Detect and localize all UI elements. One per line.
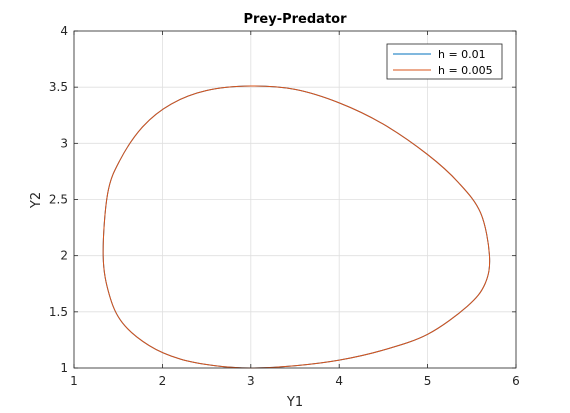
y-tick-label: 4 (60, 24, 68, 38)
y-tick-label: 1.5 (49, 305, 68, 319)
x-tick-label: 2 (159, 374, 167, 388)
legend: h = 0.01 h = 0.005 (386, 43, 503, 80)
tick-marks (73, 30, 517, 369)
y-tick-label: 2.5 (49, 193, 68, 207)
legend-label-h-0.01: h = 0.01 (438, 48, 486, 61)
x-tick-label: 5 (424, 374, 432, 388)
x-tick-label: 3 (247, 374, 255, 388)
series-lines (102, 85, 491, 369)
series-line-h-0.005 (102, 85, 491, 369)
y-axis-label: Y2 (29, 192, 44, 209)
legend-box (386, 43, 503, 80)
y-tick-label: 3.5 (49, 80, 68, 94)
chart-title: Prey-Predator (243, 12, 347, 27)
legend-label-h-0.005: h = 0.005 (438, 64, 493, 77)
grid-lines (73, 30, 517, 369)
x-tick-label: 4 (335, 374, 343, 388)
y-tick-label: 2 (60, 249, 68, 263)
y-tick-label: 3 (60, 136, 68, 150)
y-tick-label: 1 (60, 361, 68, 375)
x-axis-label: Y1 (286, 395, 303, 410)
x-tick-label: 6 (512, 374, 520, 388)
y-tick-labels: 1 1.5 2 2.5 3 3.5 4 (49, 24, 68, 375)
x-tick-label: 1 (70, 374, 78, 388)
x-tick-labels: 1 2 3 4 5 6 (70, 374, 520, 388)
